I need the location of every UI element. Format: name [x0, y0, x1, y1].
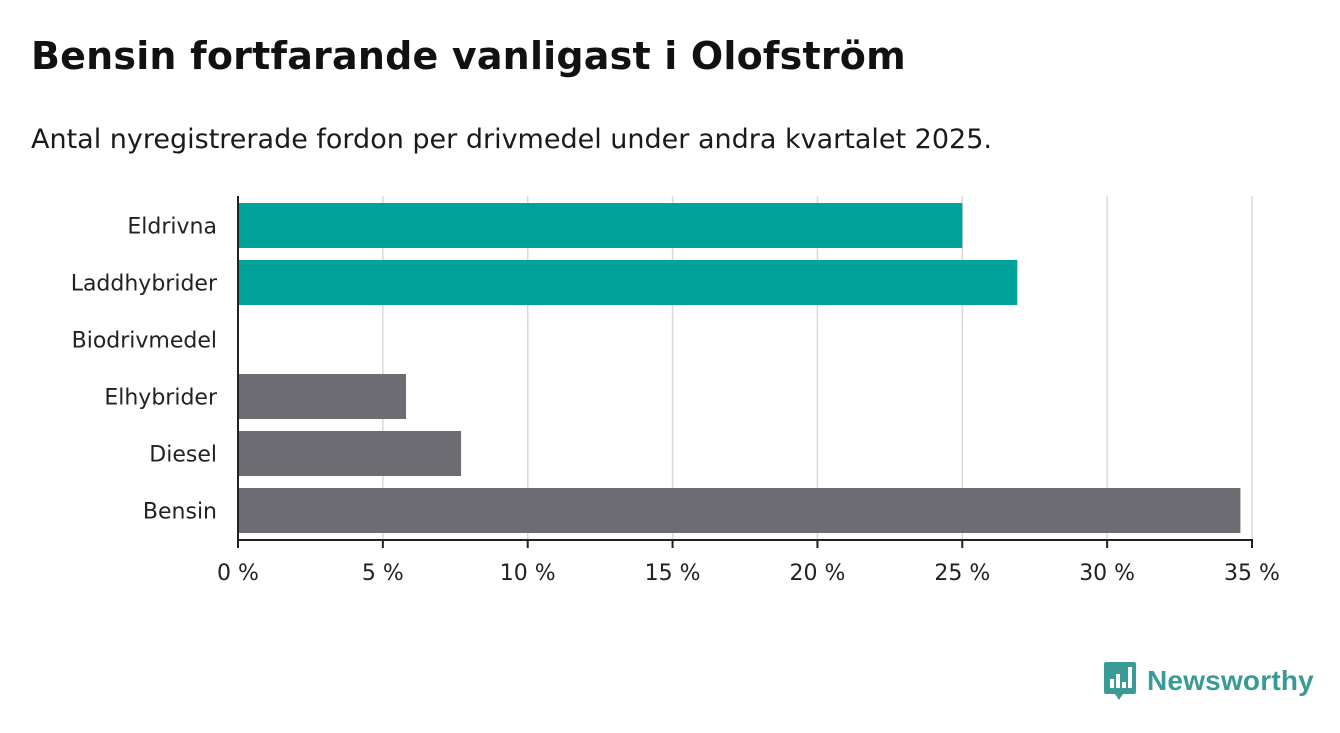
newsworthy-brand[interactable]: Newsworthy: [1103, 661, 1314, 701]
x-tick-label: 5 %: [362, 561, 404, 586]
x-tick-label: 30 %: [1079, 561, 1135, 586]
x-tick-label: 15 %: [645, 561, 701, 586]
x-tick-label: 20 %: [789, 561, 845, 586]
x-tick-label: 10 %: [500, 561, 556, 586]
bar: [238, 488, 1241, 533]
category-label: Eldrivna: [127, 215, 217, 240]
brand-name: Newsworthy: [1147, 665, 1314, 696]
newsworthy-logo-icon: [1104, 662, 1136, 700]
category-label: Diesel: [149, 443, 217, 468]
category-label: Biodrivmedel: [72, 329, 217, 354]
x-tick-label: 25 %: [934, 561, 990, 586]
x-tick-label: 35 %: [1224, 561, 1280, 586]
bar: [238, 260, 1018, 305]
bar: [238, 431, 462, 476]
category-label: Bensin: [143, 500, 217, 525]
bar: [238, 203, 963, 248]
x-tick-label: 0 %: [217, 561, 259, 586]
chart-subtitle: Antal nyregistrerade fordon per drivmede…: [31, 124, 992, 155]
chart-title: Bensin fortfarande vanligast i Olofström: [31, 34, 906, 78]
category-label: Laddhybrider: [71, 272, 218, 297]
bar: [238, 374, 407, 419]
category-label: Elhybrider: [104, 386, 218, 411]
